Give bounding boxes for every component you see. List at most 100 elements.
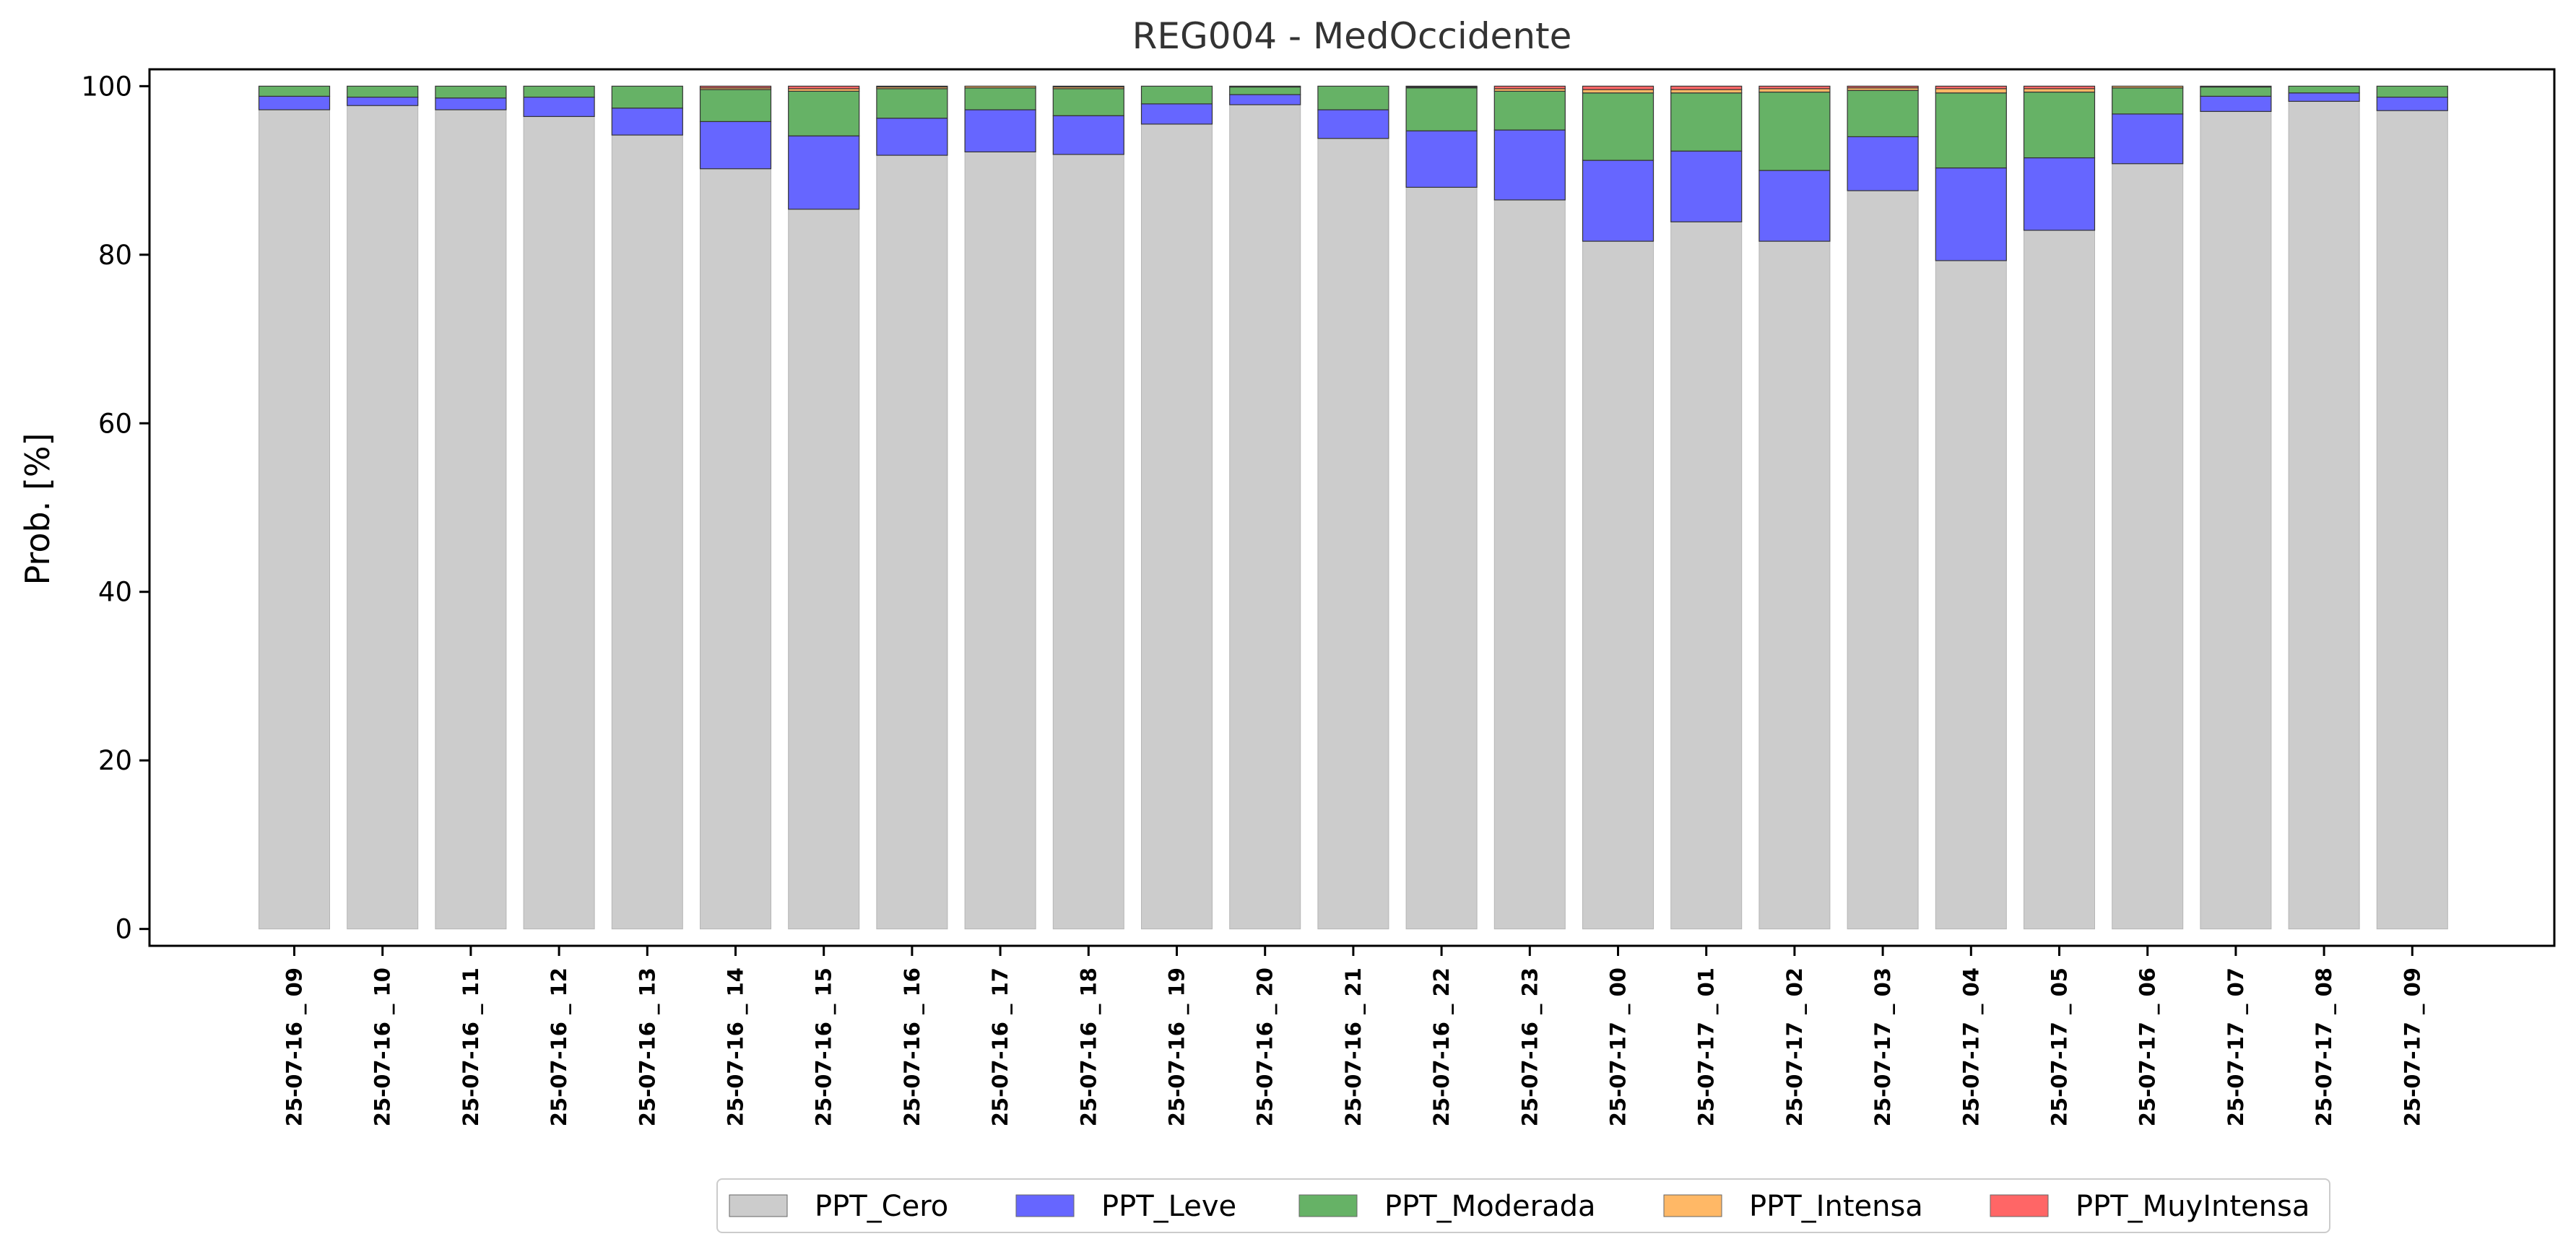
- bar-segment-ppt-cero: [2200, 110, 2272, 930]
- y-tick-label: 20: [98, 745, 132, 776]
- bar-segment-ppt-cero: [2288, 100, 2360, 930]
- y-tick-label: 40: [98, 577, 132, 608]
- bar-segment-ppt-cero: [1405, 186, 1478, 930]
- bar-segment-ppt-leve: [1052, 115, 1124, 155]
- legend-label-ppt-leve: PPT_Leve: [1101, 1190, 1236, 1223]
- x-tick-label: 25-07-17 _ 07: [2224, 967, 2248, 1126]
- y-tick-label: 100: [81, 71, 132, 102]
- x-tick-label: 25-07-16 _ 12: [547, 967, 571, 1126]
- y-tick-label: 60: [98, 408, 132, 439]
- x-tick-label: 25-07-16 _ 19: [1165, 967, 1189, 1126]
- legend-swatch-ppt-moderada: [1298, 1194, 1358, 1217]
- bar-segment-ppt-leve: [2200, 95, 2272, 112]
- x-tick-label: 25-07-16 _ 20: [1253, 967, 1278, 1126]
- x-tick-label: 25-07-17 _ 02: [1782, 967, 1807, 1126]
- bar-segment-ppt-leve: [435, 97, 507, 110]
- bar-segment-ppt-intensa: [2023, 88, 2096, 93]
- bar-segment-ppt-leve: [964, 109, 1036, 152]
- bar-segment-ppt-intensa: [2112, 85, 2184, 89]
- legend-swatch-ppt-cero: [729, 1194, 788, 1217]
- bar-segment-ppt-cero: [1317, 138, 1389, 930]
- bar-segment-ppt-muyintensa: [788, 85, 860, 90]
- bar-segment-ppt-cero: [1052, 154, 1124, 930]
- legend-label-ppt-intensa: PPT_Intensa: [1749, 1190, 1923, 1223]
- bar-segment-ppt-muyintensa: [1935, 85, 2007, 90]
- bar-segment-ppt-moderada: [1052, 88, 1124, 116]
- bar-segment-ppt-cero: [1935, 260, 2007, 930]
- bar-segment-ppt-moderada: [1405, 87, 1478, 131]
- bar-segment-ppt-moderada: [1493, 90, 1566, 131]
- x-tick-label: 25-07-17 _ 05: [2047, 967, 2072, 1126]
- bar-segment-ppt-leve: [611, 108, 683, 136]
- bar-segment-ppt-moderada: [347, 85, 419, 98]
- bar-segment-ppt-cero: [1582, 240, 1654, 930]
- bar-segment-ppt-moderada: [2376, 85, 2448, 98]
- y-tick-label: 80: [98, 240, 132, 271]
- bar-segment-ppt-leve: [2288, 92, 2360, 102]
- bar-segment-ppt-moderada: [258, 85, 331, 97]
- y-axis-label: Prob. [%]: [18, 432, 57, 585]
- bar-segment-ppt-muyintensa: [876, 85, 948, 88]
- bar-segment-ppt-cero: [2112, 163, 2184, 930]
- bar-segment-ppt-leve: [876, 118, 948, 156]
- bar-segment-ppt-leve: [2112, 113, 2184, 165]
- x-tick-label: 25-07-17 _ 00: [1606, 967, 1631, 1126]
- bar-segment-ppt-leve: [347, 96, 419, 106]
- legend: PPT_Cero PPT_Leve PPT_Moderada PPT_Intensa P…: [716, 1178, 2330, 1233]
- bar-segment-ppt-leve: [1140, 103, 1213, 125]
- bar-segment-ppt-leve: [1670, 150, 1743, 222]
- bar-segment-ppt-intensa: [2200, 85, 2272, 88]
- bar-segment-ppt-leve: [2023, 157, 2096, 231]
- bar-segment-ppt-moderada: [523, 85, 595, 98]
- bar-segment-ppt-moderada: [611, 85, 683, 109]
- bar-segment-ppt-cero: [964, 151, 1036, 930]
- bar-segment-ppt-moderada: [2200, 86, 2272, 97]
- bar-segment-ppt-cero: [1670, 221, 1743, 930]
- bar-segment-ppt-cero: [876, 155, 948, 930]
- bar-segment-ppt-intensa: [1582, 89, 1655, 94]
- bar-segment-ppt-cero: [1141, 123, 1213, 930]
- x-tick-label: 25-07-17 _ 08: [2312, 967, 2336, 1126]
- x-tick-label: 25-07-16 _ 14: [724, 967, 748, 1126]
- x-tick-label: 25-07-16 _ 15: [812, 967, 836, 1126]
- bar-segment-ppt-leve: [2376, 96, 2448, 111]
- bar-segment-ppt-leve: [523, 96, 595, 117]
- bar-segment-ppt-intensa: [964, 85, 1036, 89]
- bar-segment-ppt-moderada: [1582, 92, 1655, 161]
- bar-segment-ppt-intensa: [1670, 89, 1743, 94]
- legend-label-ppt-cero: PPT_Cero: [815, 1190, 948, 1223]
- bar-segment-ppt-cero: [2376, 110, 2448, 930]
- bar-segment-ppt-muyintensa: [1229, 85, 1301, 88]
- bar-segment-ppt-cero: [1229, 104, 1301, 930]
- x-tick-label: 25-07-16 _ 09: [282, 967, 307, 1126]
- bar-segment-ppt-moderada: [435, 85, 507, 99]
- bar-segment-ppt-moderada: [2112, 87, 2184, 115]
- bar-segment-ppt-muyintensa: [1052, 85, 1124, 88]
- legend-box: [716, 1178, 2330, 1233]
- bar-segment-ppt-cero: [1758, 240, 1831, 930]
- bars-layer: [258, 85, 2448, 930]
- bar-segment-ppt-leve: [1582, 160, 1655, 242]
- chart-title: REG004 - MedOccidente: [1132, 15, 1572, 57]
- x-tick-label: 25-07-17 _ 01: [1694, 967, 1719, 1126]
- bar-segment-ppt-moderada: [788, 90, 860, 136]
- bar-segment-ppt-moderada: [2288, 85, 2360, 94]
- x-tick-label: 25-07-17 _ 03: [1870, 967, 1895, 1126]
- bar-segment-ppt-leve: [258, 95, 331, 110]
- legend-label-ppt-moderada: PPT_Moderada: [1384, 1190, 1596, 1223]
- bar-segment-ppt-cero: [700, 168, 771, 930]
- x-tick-label: 25-07-16 _ 13: [635, 967, 659, 1126]
- bar-segment-ppt-muyintensa: [699, 85, 772, 89]
- bar-segment-ppt-leve: [788, 135, 860, 210]
- bar-segment-ppt-cero: [259, 109, 330, 930]
- bar-segment-ppt-leve: [1317, 109, 1389, 139]
- bar-segment-ppt-muyintensa: [2023, 85, 2096, 90]
- legend-swatch-ppt-muyintensa: [1990, 1194, 2049, 1217]
- x-tick-label: 25-07-16 _ 11: [459, 967, 483, 1126]
- bar-segment-ppt-moderada: [699, 89, 772, 122]
- bar-segment-ppt-intensa: [1935, 88, 2007, 94]
- bar-segment-ppt-intensa: [1758, 88, 1831, 93]
- bar-segment-ppt-cero: [2024, 230, 2095, 930]
- x-tick-label: 25-07-16 _ 10: [370, 967, 395, 1126]
